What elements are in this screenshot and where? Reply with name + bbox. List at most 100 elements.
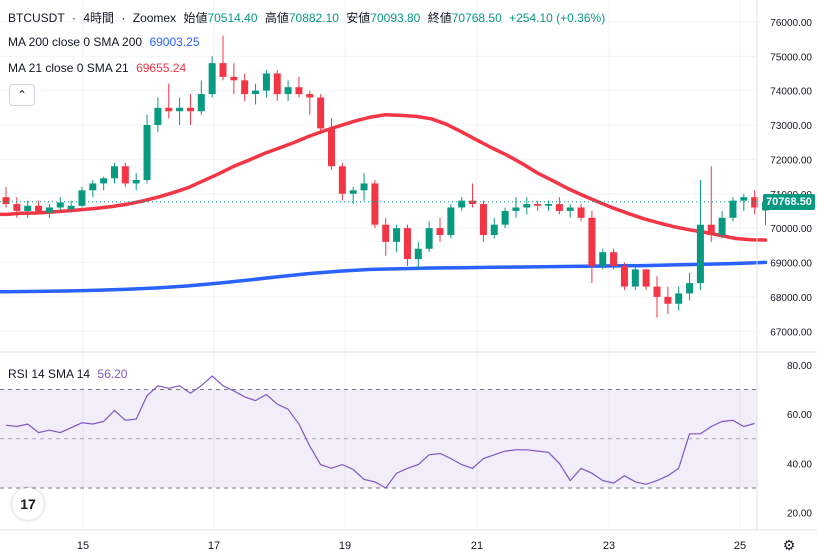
candle [132,173,140,191]
candle [100,176,108,191]
price-tick-label: 67000.00 [770,327,812,338]
candle [176,97,184,125]
candle [751,190,759,215]
candle [165,83,173,119]
candle [349,186,357,205]
candle-body [545,204,552,206]
rsi-pane [0,375,757,489]
candle [262,70,270,98]
time-tick-label: 25 [734,540,746,552]
candle-body [317,97,325,129]
last-price-tag: 70768.50 [763,193,815,210]
candle [686,272,694,301]
time-tick-label: 21 [471,540,483,552]
candle [414,241,422,270]
candle [479,200,487,242]
symbol[interactable]: BTCUSDT [8,11,65,25]
candle [707,166,715,242]
candle [458,197,466,211]
candle-body [729,200,737,218]
candle-body [154,107,162,125]
candle-body [534,204,542,206]
candle [252,83,260,105]
exchange: Zoomex [132,11,177,25]
ma21-legend[interactable]: MA 21 close 0 SMA 21 69655.24 [8,61,190,75]
candle [241,73,249,101]
high-value: 70882.10 [288,11,339,25]
collapse-legend-button[interactable]: ⌃ [9,84,35,106]
candle [490,217,498,239]
candle [729,197,737,222]
candle-body [523,204,531,208]
rsi-label: RSI 14 SMA 14 [8,367,91,381]
candle [610,248,618,270]
candle [143,114,151,184]
low-value: 70093.80 [370,11,421,25]
candle-body [262,73,270,91]
candle-body [501,210,509,225]
candle [501,207,509,229]
time-tick-label: 17 [208,540,220,552]
interval[interactable]: 4時間 [83,11,115,25]
tradingview-logo[interactable]: 17 [12,488,44,520]
candle-body [393,228,401,242]
rsi-legend[interactable]: RSI 14 SMA 14 56.20 [8,367,131,381]
candle-body [653,286,661,297]
candle-body [176,107,184,112]
candle [111,162,118,184]
candle-body [67,205,75,210]
candle [599,248,607,270]
time-tick-label: 15 [77,540,89,552]
ma21-path [0,112,768,242]
candle-body [620,265,628,287]
candle [186,94,194,125]
candle [230,63,238,95]
ma200-line [0,260,768,294]
separator: · [72,11,77,25]
candle-body [577,207,585,218]
candle [664,286,672,315]
candle-body [403,228,411,260]
candle-body [208,63,216,95]
candle-body [78,190,86,206]
candle-body [371,183,379,225]
ma21-label: MA 21 close 0 SMA 21 [8,61,129,75]
candle-body [686,283,694,294]
candle-body [696,224,704,284]
candle-body [707,224,715,235]
candle-body [89,183,97,191]
candle-body [458,200,466,208]
price-tick-label: 68000.00 [770,293,812,304]
ma21-value: 69655.24 [136,61,187,75]
candle [208,56,216,98]
candle [78,186,86,208]
candle-body [219,63,227,77]
candle-body [111,166,118,179]
candle-body [414,248,422,260]
candle [284,80,292,101]
candle-body [24,205,32,211]
candles [2,35,769,318]
ohlc-legend: BTCUSDT · 4時間 · Zoomex 始値70514.40 高値7088… [8,9,609,26]
candle [566,204,574,218]
candle-body [56,202,64,208]
candle [154,97,162,132]
candle [360,173,368,201]
candle [371,180,379,229]
time-tick-label: 19 [339,540,351,552]
candle-body [241,80,249,95]
candle [620,262,628,290]
candle-body [132,180,140,184]
candle-body [382,224,390,242]
candle-body [631,269,639,287]
gear-icon[interactable]: ⚙ [782,537,796,553]
candle-body [165,107,173,112]
candle-body [338,166,346,194]
candle [382,217,390,256]
candle-body [599,252,607,266]
candle [631,265,639,290]
candle-body [13,204,21,211]
ma200-legend[interactable]: MA 200 close 0 SMA 200 69003.25 [8,35,204,49]
candle [534,200,542,211]
